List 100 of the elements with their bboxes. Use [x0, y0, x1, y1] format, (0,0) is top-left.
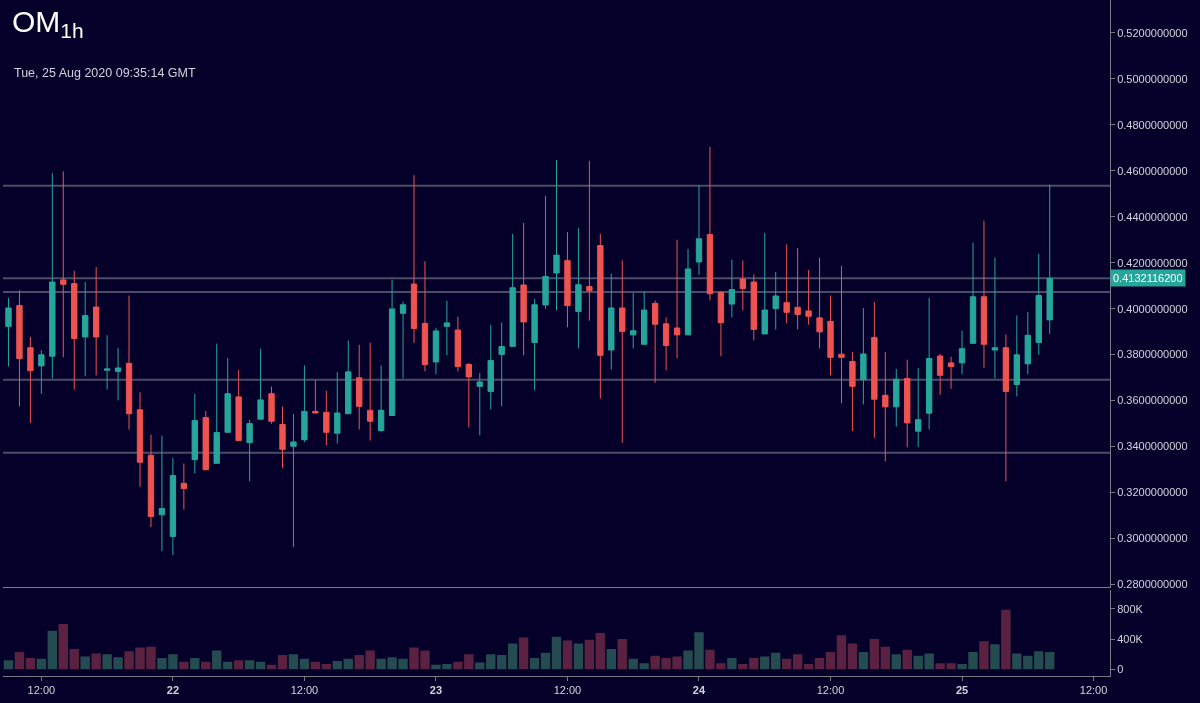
x-tick-label: 23 — [429, 684, 443, 697]
bar — [573, 643, 584, 670]
bar — [880, 646, 891, 670]
bar — [902, 649, 912, 670]
y-tick-label: 0.5200000000 — [1117, 26, 1188, 39]
y-tick-label: 0.3200000000 — [1117, 486, 1188, 499]
y-tick-label: 0.4200000000 — [1117, 256, 1188, 269]
candlestick — [125, 295, 133, 431]
candlestick — [739, 259, 747, 311]
candlestick — [301, 364, 308, 443]
candlestick — [312, 379, 319, 414]
candlestick — [454, 316, 462, 372]
bar — [847, 643, 858, 670]
x-tick-label: 12:00 — [553, 684, 582, 697]
candlestick — [224, 357, 231, 434]
candlestick — [202, 410, 209, 471]
y-tick-label: 400K — [1117, 632, 1144, 645]
candlestick — [531, 298, 538, 391]
bar — [179, 661, 189, 670]
bar — [299, 658, 310, 670]
candlestick — [147, 434, 155, 528]
bar — [990, 644, 1000, 670]
candlestick — [761, 232, 768, 335]
bar — [288, 654, 299, 670]
candlestick — [695, 184, 703, 276]
bar — [14, 651, 25, 670]
bar — [551, 636, 562, 670]
y-tick-label: 800K — [1117, 602, 1144, 615]
candlestick — [432, 327, 440, 375]
bar — [979, 641, 989, 670]
candlestick — [794, 247, 801, 330]
y-tick-label: 0.2800000000 — [1117, 578, 1188, 591]
candlestick — [334, 371, 341, 445]
bar — [321, 663, 332, 670]
candlestick — [92, 266, 100, 376]
y-tick-label: 0.3800000000 — [1117, 348, 1188, 361]
candlestick — [673, 239, 681, 359]
bar — [562, 640, 573, 670]
x-tick-label: 12:00 — [27, 684, 56, 697]
bar — [486, 654, 496, 670]
bar — [47, 630, 58, 670]
candlestick — [630, 292, 637, 349]
bar — [475, 662, 485, 670]
candlestick — [871, 301, 878, 439]
candlestick — [619, 259, 626, 444]
candlestick — [662, 316, 670, 371]
candlestick — [553, 159, 560, 311]
bar — [69, 648, 79, 670]
bar — [212, 650, 222, 670]
candlestick — [904, 359, 911, 448]
bar — [332, 660, 343, 670]
bar — [3, 660, 14, 670]
bar — [595, 633, 606, 670]
candlestick — [136, 391, 144, 488]
candlestick — [564, 231, 571, 328]
candlestick — [838, 265, 845, 404]
y-tick-label: 0.5000000000 — [1117, 72, 1188, 85]
candlestick — [849, 351, 856, 432]
candlestick — [1035, 253, 1042, 356]
y-tick-label: 0.4800000000 — [1117, 118, 1188, 131]
candlestick — [1046, 184, 1053, 335]
candlestick — [388, 279, 396, 417]
candlestick — [925, 297, 933, 431]
candlestick — [860, 307, 867, 405]
candlestick — [684, 248, 692, 336]
bar — [836, 635, 847, 670]
candlestick — [421, 260, 429, 372]
candlestick — [82, 281, 89, 377]
candlestick — [487, 324, 494, 411]
bar — [1001, 609, 1011, 670]
candlestick — [772, 271, 779, 331]
candlestick — [1024, 311, 1031, 375]
candlestick — [366, 342, 374, 442]
bar — [584, 639, 595, 670]
bar — [58, 624, 68, 670]
candlestick — [651, 300, 659, 384]
x-tick-label: 12:00 — [1079, 684, 1108, 697]
candlestick — [246, 419, 253, 482]
candlestick — [191, 393, 198, 474]
candlestick — [805, 269, 812, 326]
candlestick — [991, 257, 999, 379]
candlestick — [542, 195, 549, 310]
candlestick — [816, 257, 823, 349]
candlestick — [180, 463, 188, 511]
candlestick — [16, 289, 23, 407]
candlestick — [608, 273, 615, 371]
candlestick — [345, 340, 352, 415]
candlestick — [213, 343, 220, 464]
x-tick-label: 12:00 — [816, 684, 845, 697]
ref-line-label: 0.4132116200 — [1113, 272, 1183, 284]
candlestick — [509, 233, 516, 347]
candlestick — [980, 220, 988, 369]
bar — [190, 657, 200, 670]
bar — [244, 660, 255, 670]
bar — [606, 648, 617, 670]
bar — [91, 653, 101, 670]
bar — [529, 657, 540, 670]
candlestick — [586, 160, 593, 322]
bar — [814, 657, 825, 670]
y-tick-label: 0.3000000000 — [1117, 532, 1188, 545]
